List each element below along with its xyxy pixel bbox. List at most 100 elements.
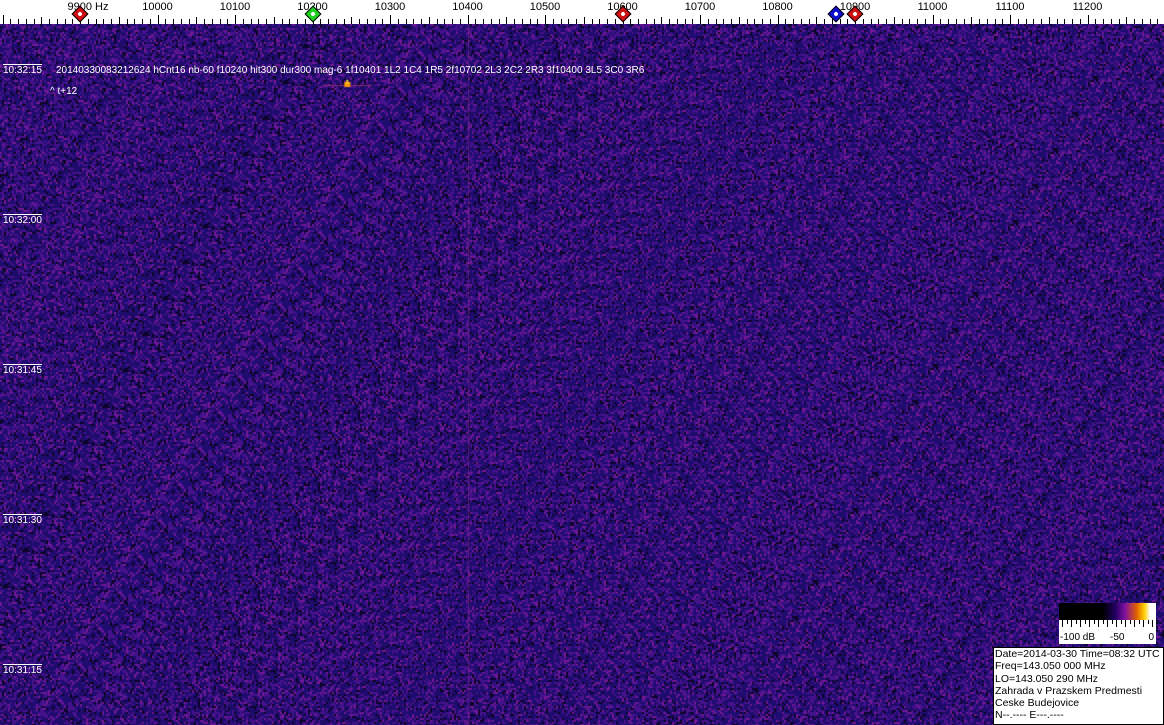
axis-tick	[398, 19, 399, 24]
axis-tick	[437, 19, 438, 24]
station-info: Date=2014-03-30 Time=08:32 UTC Freq=143.…	[993, 647, 1164, 725]
scale-tick	[1143, 620, 1144, 627]
location: Zahrada v Prazskem Predmesti	[995, 684, 1143, 697]
axis-tick	[351, 17, 352, 24]
axis-tick	[18, 19, 19, 24]
scale-min: -100 dB	[1060, 632, 1096, 643]
axis-tick	[1033, 19, 1034, 24]
axis-tick	[747, 19, 748, 24]
axis-tick	[731, 19, 732, 24]
scale-tick	[1120, 620, 1122, 624]
axis-tick	[1064, 19, 1065, 24]
axis-tick	[382, 19, 383, 24]
axis-tick	[26, 19, 27, 24]
axis-tick	[57, 19, 58, 24]
axis-tick	[468, 15, 469, 24]
time-label: 10:31:45	[3, 364, 42, 376]
axis-tick	[227, 19, 228, 24]
axis-tick	[793, 19, 794, 24]
axis-tick	[142, 19, 143, 24]
waterfall-display[interactable]	[0, 24, 1164, 725]
axis-tick	[274, 17, 275, 24]
axis-tick	[96, 19, 97, 24]
axis-tick	[654, 19, 655, 24]
axis-tick	[677, 19, 678, 24]
axis-tick-label: 10100	[219, 1, 251, 13]
axis-tick	[243, 19, 244, 24]
axis-tick	[390, 15, 391, 24]
axis-tick	[127, 19, 128, 24]
color-scale-ticks	[1059, 620, 1156, 630]
axis-tick	[995, 19, 996, 24]
axis-tick	[514, 19, 515, 24]
axis-tick	[1010, 15, 1011, 24]
scale-tick	[1102, 620, 1104, 624]
event-info: 20140330083212624 hCnt16 nb-60 f10240 hi…	[56, 65, 645, 76]
axis-tick	[1057, 19, 1058, 24]
axis-tick	[964, 19, 965, 24]
axis-tick	[615, 19, 616, 24]
axis-tick	[72, 19, 73, 24]
axis-tick	[49, 19, 50, 24]
axis-tick	[220, 19, 221, 24]
scale-tick	[1098, 620, 1099, 627]
axis-tick	[816, 17, 817, 24]
axis-tick	[987, 19, 988, 24]
axis-tick	[638, 19, 639, 24]
axis-tick	[413, 19, 414, 24]
scale-tick	[1147, 620, 1149, 624]
scale-tick	[1152, 620, 1153, 627]
time-label: 10:31:15	[3, 664, 42, 676]
scale-tick	[1138, 620, 1140, 624]
axis-tick	[971, 17, 972, 24]
axis-tick	[824, 19, 825, 24]
axis-tick	[948, 19, 949, 24]
axis-tick	[444, 19, 445, 24]
axis-tick	[754, 19, 755, 24]
color-scale-gradient	[1059, 603, 1156, 620]
axis-tick	[1072, 19, 1073, 24]
date-time: Date=2014-03-30 Time=08:32 UTC	[995, 648, 1160, 660]
axis-tick	[599, 19, 600, 24]
axis-tick	[723, 19, 724, 24]
frequency: Freq=143.050 000 MHz	[995, 660, 1106, 673]
axis-tick	[212, 19, 213, 24]
axis-tick	[708, 19, 709, 24]
scale-tick	[1116, 620, 1117, 627]
axis-tick	[1126, 17, 1127, 24]
axis-tick	[336, 19, 337, 24]
axis-tick	[344, 19, 345, 24]
axis-tick	[165, 19, 166, 24]
axis-tick	[940, 19, 941, 24]
scale-tick	[1107, 620, 1108, 627]
axis-tick	[646, 19, 647, 24]
coordinates: N--.---- E---.----	[995, 709, 1064, 722]
scale-tick	[1071, 620, 1072, 627]
axis-tick	[173, 19, 174, 24]
event-time-offset: ^ t+12	[50, 86, 78, 97]
axis-tick	[235, 15, 236, 24]
axis-tick	[669, 19, 670, 24]
axis-tick	[553, 19, 554, 24]
axis-tick	[119, 17, 120, 24]
axis-tick	[785, 19, 786, 24]
axis-tick	[103, 19, 104, 24]
axis-tick	[770, 19, 771, 24]
axis-tick	[196, 17, 197, 24]
axis-tick	[863, 19, 864, 24]
axis-tick	[630, 19, 631, 24]
scale-tick	[1089, 620, 1090, 627]
axis-tick	[568, 19, 569, 24]
scale-tick	[1093, 620, 1095, 624]
axis-tick-label: 10300	[374, 1, 406, 13]
axis-tick	[506, 17, 507, 24]
frequency-axis[interactable]: 9900 Hz100001010010200103001040010500106…	[0, 0, 1164, 24]
axis-tick	[1026, 19, 1027, 24]
local-oscillator: LO=143.050 290 MHz	[995, 672, 1099, 685]
axis-tick	[700, 15, 701, 24]
axis-tick	[1002, 19, 1003, 24]
axis-tick	[1095, 19, 1096, 24]
axis-tick	[150, 19, 151, 24]
axis-tick	[933, 15, 934, 24]
axis-tick	[832, 19, 833, 24]
